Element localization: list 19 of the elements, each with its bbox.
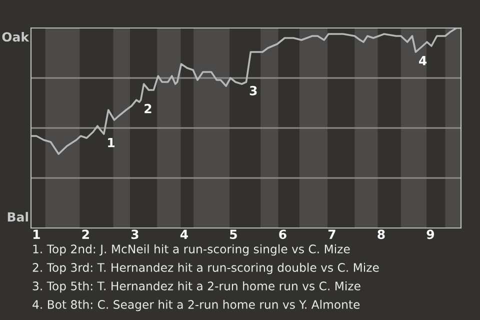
x-tick-label: 9 xyxy=(426,230,434,240)
text: Oak xyxy=(2,32,30,42)
x-tick-label: 3 xyxy=(131,230,138,240)
annotation: 2 xyxy=(144,104,152,114)
text: 1. Top 2nd: J. McNeil hit a run-scoring single vs C. Mize xyxy=(33,244,350,256)
x-tick-label: 1 xyxy=(33,230,40,239)
text: 4. Bot 8th: C. Seager hit a 2-run home run vs Y. Almonte xyxy=(32,300,360,312)
annotation: 3 xyxy=(250,86,257,96)
x-tick-label: 2 xyxy=(82,230,89,239)
annotation: 4 xyxy=(419,56,427,66)
x-tick-label: 5 xyxy=(230,230,237,240)
x-tick-label: 6 xyxy=(279,230,286,240)
x-tick-label: 7 xyxy=(328,230,336,239)
annotation: 1 xyxy=(108,138,115,148)
text: 3. Top 5th: T. Hernandez hit a 2-run home run vs C. Mize xyxy=(32,281,360,293)
text: Bal xyxy=(8,212,28,222)
text: 2. Top 3rd: T. Hernandez hit a run-scoring double vs C. Mize xyxy=(32,262,379,274)
x-tick-label: 4 xyxy=(180,230,188,239)
x-tick-label: 8 xyxy=(378,230,385,240)
